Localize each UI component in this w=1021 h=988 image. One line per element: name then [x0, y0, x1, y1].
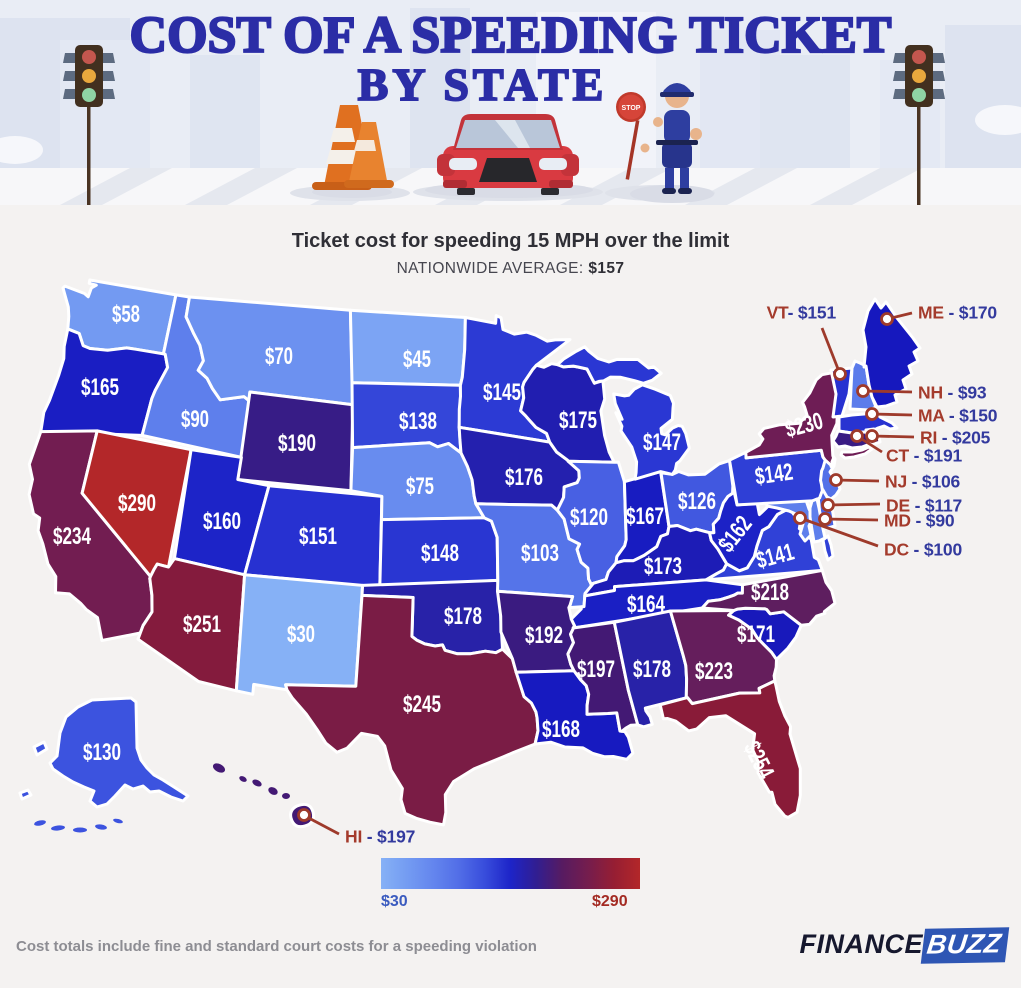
- svg-text:$58: $58: [112, 301, 140, 328]
- svg-text:$165: $165: [81, 374, 119, 401]
- svg-text:ME - $170: ME - $170: [918, 303, 997, 323]
- svg-text:$197: $197: [577, 656, 615, 683]
- svg-text:$176: $176: [505, 464, 543, 491]
- svg-text:$290: $290: [118, 490, 156, 517]
- svg-text:$103: $103: [521, 540, 559, 567]
- svg-text:$126: $126: [678, 488, 716, 515]
- svg-text:HI - $197: HI - $197: [345, 827, 415, 847]
- svg-text:NJ - $106: NJ - $106: [885, 472, 961, 492]
- svg-text:$168: $168: [542, 716, 580, 743]
- svg-text:$75: $75: [406, 473, 434, 500]
- svg-text:$142: $142: [753, 458, 794, 490]
- svg-text:$173: $173: [644, 553, 682, 580]
- svg-text:$30: $30: [287, 621, 315, 648]
- svg-text:RI - $205: RI - $205: [920, 428, 991, 448]
- svg-text:$151: $151: [299, 523, 337, 550]
- svg-text:$70: $70: [265, 343, 293, 370]
- svg-text:DC - $100: DC - $100: [884, 540, 962, 560]
- svg-text:$167: $167: [626, 503, 664, 530]
- svg-text:$130: $130: [83, 739, 121, 766]
- svg-text:$223: $223: [695, 658, 733, 685]
- svg-text:$148: $148: [421, 540, 459, 567]
- svg-text:$147: $147: [643, 429, 681, 456]
- svg-text:$145: $145: [483, 379, 521, 406]
- svg-text:MD - $90: MD - $90: [884, 511, 955, 531]
- svg-text:CT - $191: CT - $191: [886, 446, 962, 466]
- svg-text:$178: $178: [444, 603, 482, 630]
- svg-text:$192: $192: [525, 622, 563, 649]
- svg-text:$45: $45: [403, 346, 431, 373]
- svg-text:$178: $178: [633, 656, 671, 683]
- svg-text:$138: $138: [399, 408, 437, 435]
- svg-text:$160: $160: [203, 508, 241, 535]
- svg-text:$120: $120: [570, 504, 608, 531]
- svg-text:DE - $117: DE - $117: [886, 496, 962, 516]
- svg-text:$164: $164: [627, 591, 665, 618]
- svg-text:VT- $151: VT- $151: [767, 303, 837, 323]
- svg-text:$251: $251: [183, 611, 221, 638]
- svg-text:$175: $175: [559, 407, 597, 434]
- svg-text:$90: $90: [181, 406, 209, 433]
- svg-text:$218: $218: [751, 579, 789, 606]
- svg-text:MA - $150: MA - $150: [918, 406, 998, 426]
- svg-text:$190: $190: [278, 430, 316, 457]
- svg-text:$234: $234: [53, 523, 91, 550]
- svg-text:STOP: STOP: [622, 105, 641, 112]
- svg-text:$245: $245: [403, 691, 441, 718]
- svg-text:NH - $93: NH - $93: [918, 383, 987, 403]
- svg-text:$171: $171: [737, 621, 775, 648]
